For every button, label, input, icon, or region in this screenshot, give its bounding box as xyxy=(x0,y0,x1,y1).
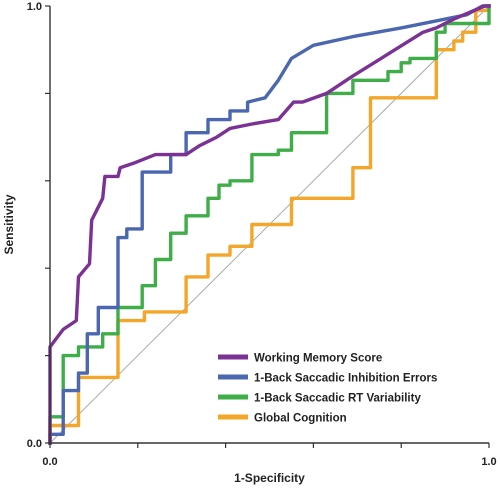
series-layer xyxy=(48,4,491,445)
legend: Working Memory Score 1-Back Saccadic Inhi… xyxy=(218,353,437,425)
legend-swatch xyxy=(218,414,248,420)
series-line-1-back-saccadic-rt-variability xyxy=(48,4,491,445)
legend-swatch xyxy=(218,374,248,380)
y-tick-label: 1.0 xyxy=(27,1,42,13)
x-tick-label: 1.0 xyxy=(481,456,496,468)
legend-label: 1-Back Saccadic Inhibition Errors xyxy=(254,373,437,385)
legend-label: 1-Back Saccadic RT Variability xyxy=(254,393,421,405)
y-tick-label: 0.0 xyxy=(27,438,42,450)
series-line-global-cognition xyxy=(48,4,491,445)
legend-label: Global Cognition xyxy=(254,413,347,425)
ticks-layer: 0.0 1.0 0.0 1.0 xyxy=(27,1,497,468)
series-line-working-memory-score xyxy=(48,4,491,445)
x-tick-label: 0.0 xyxy=(42,456,57,468)
x-axis-title: 1-Specificity xyxy=(234,471,305,485)
legend-swatch xyxy=(218,394,248,400)
axes-layer xyxy=(49,6,489,444)
legend-label: Working Memory Score xyxy=(254,353,382,365)
y-axis-title: Sensitivity xyxy=(2,194,16,254)
legend-swatch xyxy=(218,354,248,360)
